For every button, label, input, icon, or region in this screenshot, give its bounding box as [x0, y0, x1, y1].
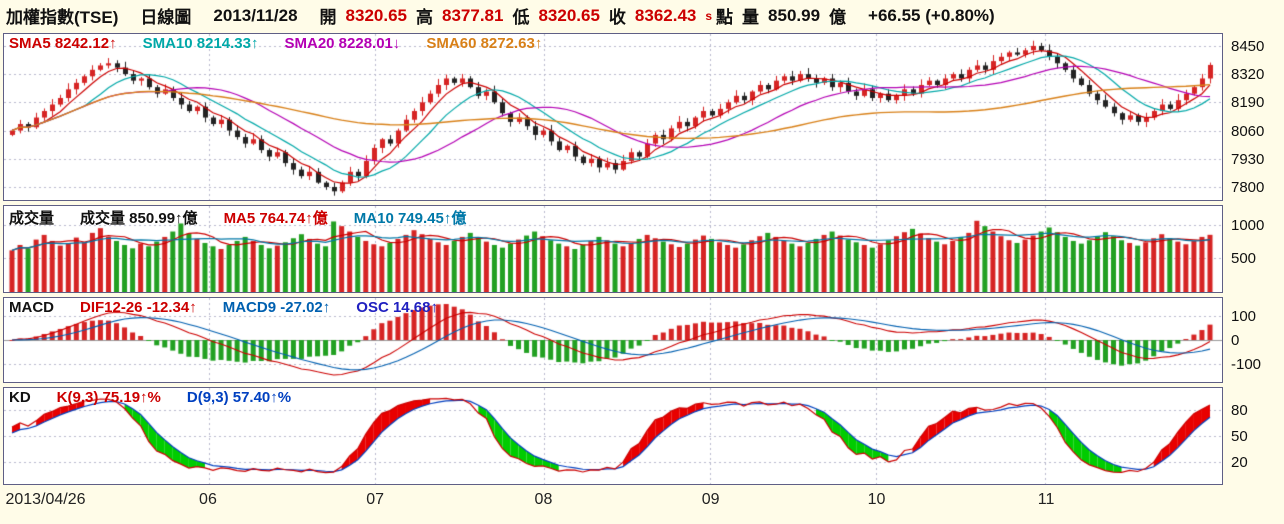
close-label: 收: [608, 8, 626, 27]
high-value: 8377.81: [442, 5, 504, 25]
y-axis-tick: -100: [1231, 356, 1262, 373]
x-axis-label: 06: [199, 491, 217, 508]
volume-legend: 成交量 成交量 850.99↑億 MA5 764.74↑億 MA10 749.4…: [9, 207, 466, 228]
kd-chart-canvas[interactable]: [4, 388, 1222, 484]
y-axis-tick: 1000: [1231, 216, 1265, 234]
x-axis-label: 07: [366, 491, 384, 508]
volume-panel-title: 成交量: [9, 210, 55, 227]
volume-chart-canvas[interactable]: [4, 206, 1222, 292]
change-value: +66.55 (+0.80%): [868, 5, 995, 25]
close-value: 8362.43: [634, 5, 697, 25]
vol-ma10-legend: MA10 749.45↑億: [353, 210, 467, 227]
sma5-legend: SMA5 8242.12↑: [9, 35, 117, 52]
x-axis-label: 10: [867, 491, 886, 508]
d-legend: D(9,3) 57.40↑%: [186, 389, 292, 406]
x-axis-label: 09: [701, 491, 720, 508]
osc-legend: OSC 14.68↑: [356, 299, 438, 316]
x-axis-label: 11: [1037, 491, 1055, 508]
kd-legend: KD K(9,3) 75.19↑% D(9,3) 57.40↑%: [9, 389, 291, 406]
macd9-legend: MACD9 -27.02↑: [222, 299, 331, 316]
macd-chart-canvas[interactable]: [4, 298, 1222, 382]
low-label: 低: [512, 8, 530, 27]
low-value: 8320.65: [538, 5, 600, 25]
volume-unit: 億: [829, 8, 847, 27]
y-axis-tick: 8060: [1231, 122, 1265, 140]
y-axis-tick: 0: [1231, 332, 1240, 349]
y-axis-tick: 80: [1231, 402, 1248, 420]
y-axis-strip: 8450 8320 8190 8060 7930 7800 1000 500 100 0 -100 8…: [1226, 0, 1284, 524]
sma60-legend: SMA60 8272.63↑: [426, 35, 543, 52]
y-axis-tick: 500: [1231, 250, 1257, 268]
price-panel: SMA5 8242.12↑ SMA10 8214.33↑ SMA20 8228.…: [3, 33, 1223, 201]
sma20-legend: SMA20 8228.01↓: [284, 35, 401, 52]
settle-flag: s: [705, 8, 713, 23]
price-legend: SMA5 8242.12↑ SMA10 8214.33↑ SMA20 8228.…: [9, 35, 542, 52]
dif-legend: DIF12-26 -12.34↑: [80, 299, 197, 316]
k-legend: K(9,3) 75.19↑%: [56, 389, 161, 406]
date-label: 2013/11/28: [213, 5, 298, 25]
volume-value-legend: 成交量 850.99↑億: [80, 210, 198, 227]
macd-panel-title: MACD: [9, 299, 54, 316]
y-axis-tick: 7800: [1231, 178, 1265, 196]
kd-panel-title: KD: [9, 389, 31, 406]
header-bar: 加權指數(TSE) 日線圖 2013/11/28 開 8320.65 高 837…: [0, 0, 1284, 31]
macd-panel: MACD DIF12-26 -12.34↑ MACD9 -27.02↑ OSC …: [3, 297, 1223, 383]
kd-panel: KD K(9,3) 75.19↑% D(9,3) 57.40↑%: [3, 387, 1223, 485]
x-axis-label: 08: [534, 491, 553, 508]
volume-panel: 成交量 成交量 850.99↑億 MA5 764.74↑億 MA10 749.4…: [3, 205, 1223, 293]
volume-label: 量: [742, 8, 760, 27]
sma10-legend: SMA10 8214.33↑: [142, 35, 259, 52]
y-axis-tick: 8450: [1231, 37, 1265, 55]
high-label: 高: [416, 8, 433, 27]
y-axis-tick: 50: [1231, 428, 1248, 445]
open-label: 開: [319, 8, 337, 27]
x-axis-strip: 2013/04/26 06 07 08 09 10 11: [3, 489, 1223, 517]
open-value: 8320.65: [345, 5, 407, 25]
x-axis-label: 2013/04/26: [5, 491, 86, 508]
macd-legend: MACD DIF12-26 -12.34↑ MACD9 -27.02↑ OSC …: [9, 299, 438, 316]
vol-ma5-legend: MA5 764.74↑億: [223, 210, 328, 227]
chart-type-label: 日線圖: [140, 8, 192, 27]
point-label: 點: [716, 8, 734, 27]
y-axis-tick: 100: [1231, 308, 1257, 325]
index-title: 加權指數(TSE): [6, 8, 119, 27]
y-axis-tick: 20: [1231, 453, 1248, 471]
y-axis-tick: 8190: [1231, 94, 1265, 112]
price-chart-canvas[interactable]: [4, 34, 1222, 200]
volume-value: 850.99: [768, 5, 821, 25]
y-axis-tick: 8320: [1231, 66, 1265, 84]
y-axis-tick: 7930: [1231, 150, 1265, 168]
